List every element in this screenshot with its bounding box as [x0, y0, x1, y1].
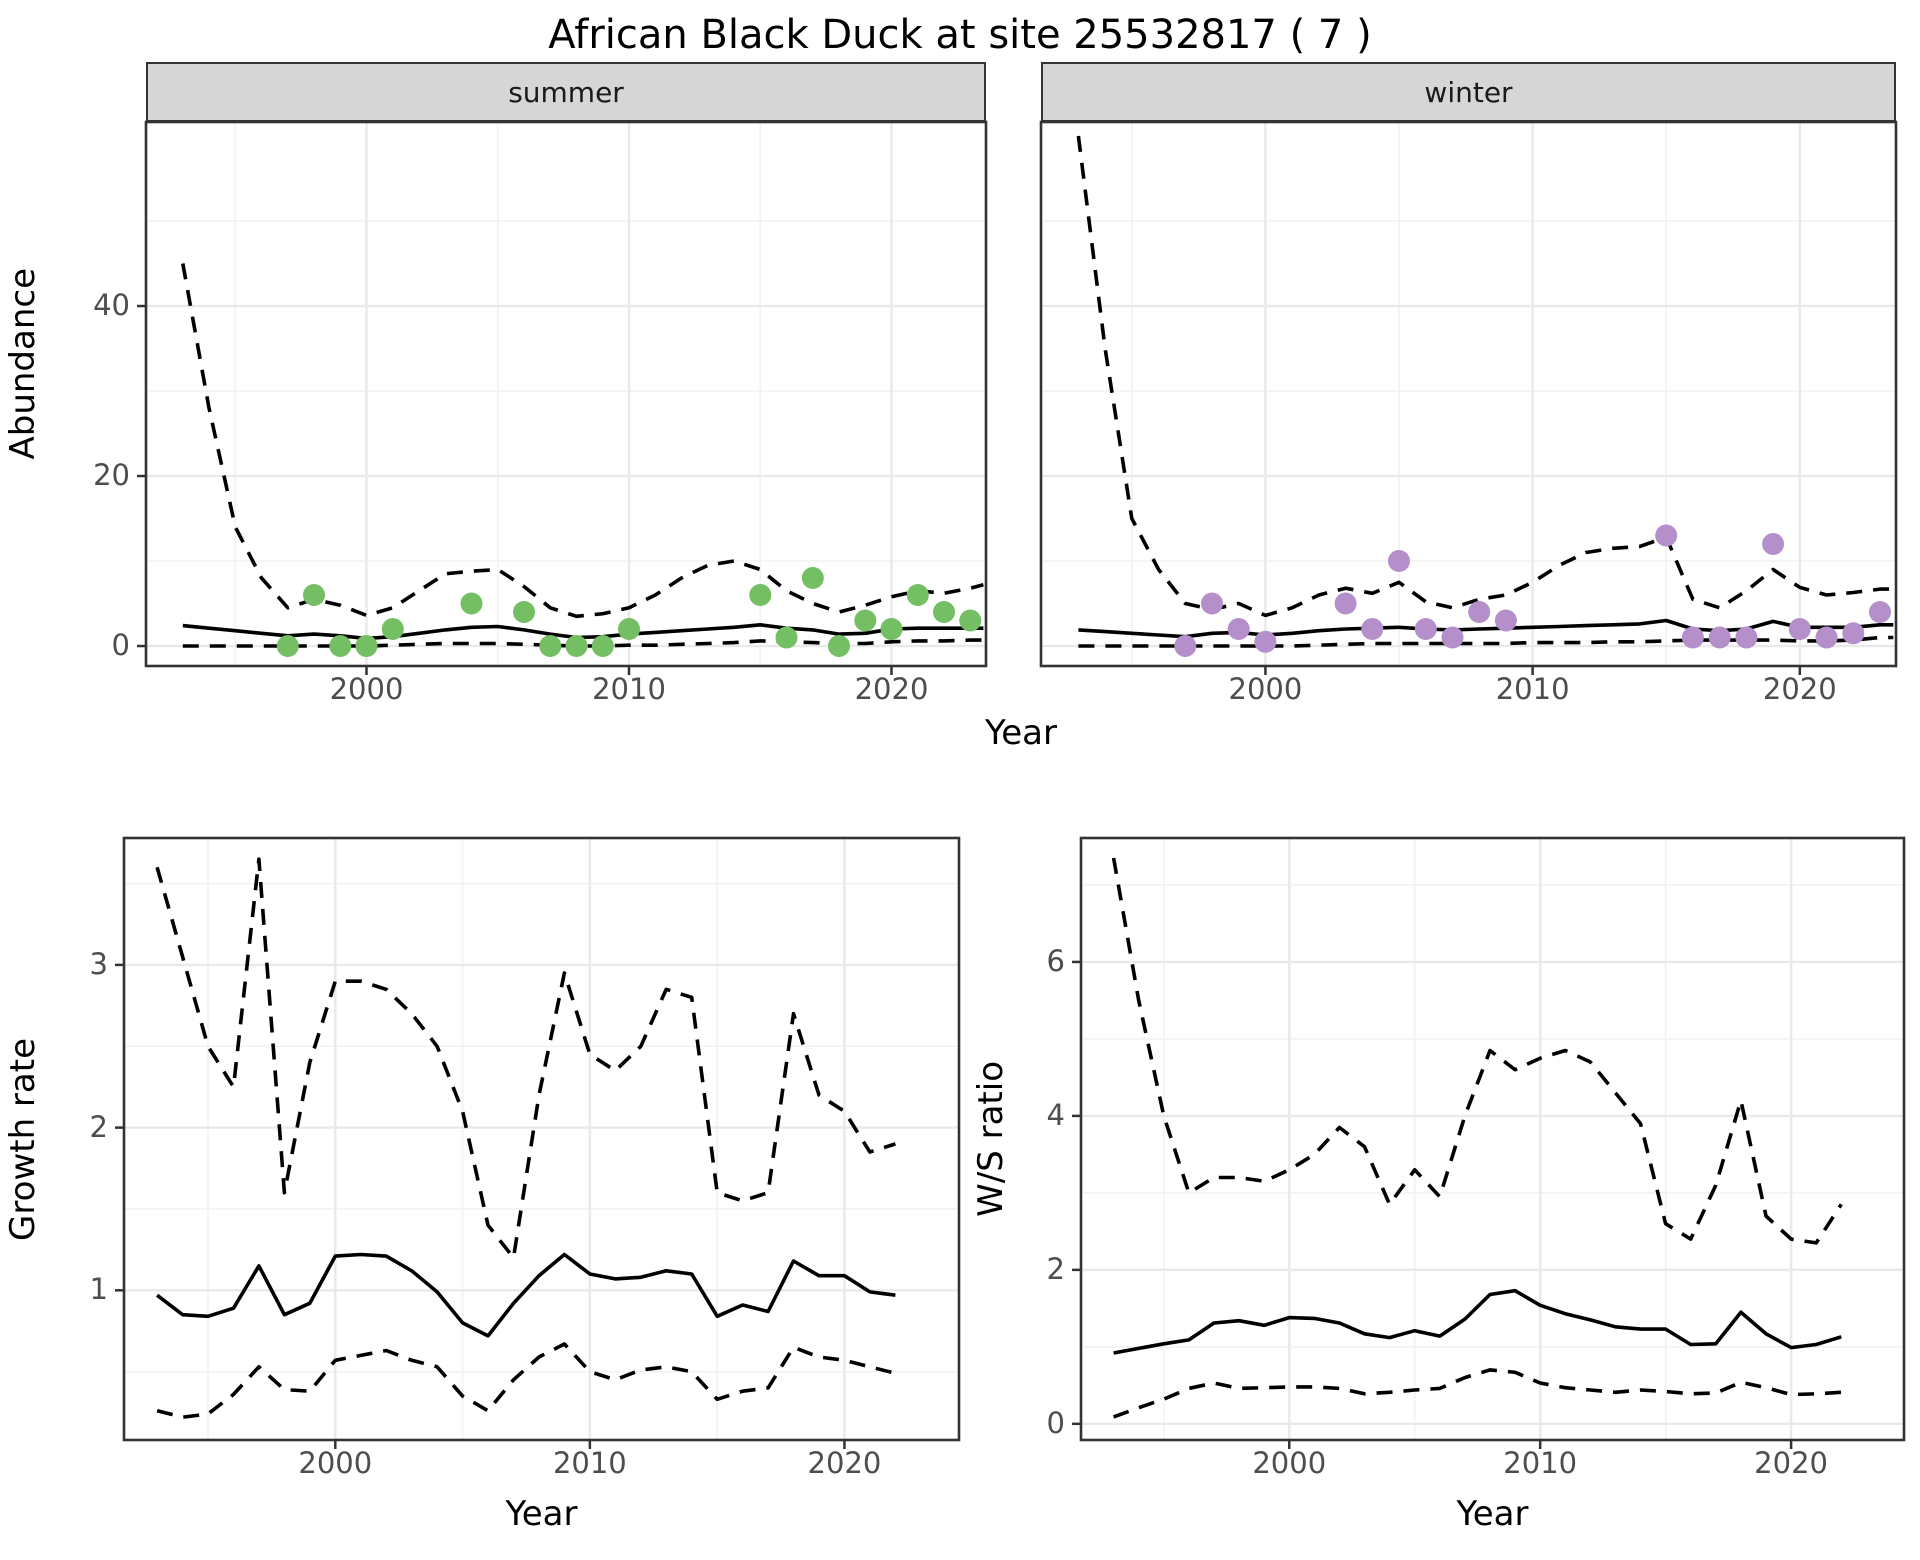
growth-rate-panel-col: 2000 2010 2020 Year [115, 836, 961, 1540]
y-tick-label: 40 [93, 288, 130, 323]
figure-title: African Black Duck at site 25532817 ( 7 … [548, 12, 1372, 58]
summer-x-tick-labels: 2000 2010 2020 [146, 666, 986, 710]
abundance-axis-title: Abundance [3, 268, 43, 460]
x-tick-label: 2020 [1754, 1446, 1828, 1480]
y-tick-label: 4 [1046, 1097, 1065, 1132]
growth-rate-axis-title: Growth rate [3, 1037, 43, 1241]
ws-ratio-plot [1072, 836, 1906, 1449]
x-tick-label: 2010 [552, 1446, 627, 1480]
winter-x-tick-labels: 2000 2010 2020 [1041, 666, 1896, 710]
y-tick-label: 2 [1046, 1251, 1065, 1286]
ws-ratio-axis-title-col: W/S ratio [965, 838, 1017, 1440]
growth-rate-x-tick-labels: 2000 2010 2020 [124, 1440, 959, 1486]
x-tick-label: 2010 [1495, 672, 1570, 706]
growth-rate-plot [115, 836, 961, 1449]
growth-rate-x-axis-title-row: Year [124, 1486, 959, 1540]
x-tick-label: 2010 [592, 672, 666, 706]
top-x-axis-title: Year [985, 713, 1057, 753]
ws-ratio-x-tick-labels: 2000 2010 2020 [1081, 1440, 1904, 1486]
ws-ratio-panel [1072, 836, 1906, 1449]
ws-ratio-panel-col: 2000 2010 2020 Year [1072, 836, 1906, 1540]
x-tick-label: 2020 [807, 1446, 882, 1480]
growth-rate-axis-title-col: Growth rate [0, 838, 46, 1440]
x-tick-label: 2020 [1762, 672, 1837, 706]
y-tick-label: 1 [89, 1272, 108, 1307]
ws-ratio-tick-labels: 0 2 4 6 [1017, 838, 1081, 1440]
ws-ratio-x-axis-title-row: Year [1081, 1486, 1904, 1540]
top-x-axis-title-row: Year [146, 710, 1896, 762]
summer-panel [137, 120, 988, 675]
growth-rate-panel [115, 836, 961, 1449]
abundance-tick-labels: 0 20 40 [46, 122, 146, 666]
growth-rate-tick-labels: 1 2 3 [46, 838, 124, 1440]
growth-rate-chart: Growth rate 1 2 3 2000 2010 2020 Year [0, 836, 961, 1540]
ws-ratio-chart: W/S ratio 0 2 4 6 2000 2010 2020 Year [965, 836, 1906, 1540]
y-tick-label: 2 [89, 1109, 108, 1144]
x-tick-label: 2020 [854, 672, 929, 706]
winter-panel [1039, 120, 1898, 675]
ws-ratio-x-axis-title: Year [1456, 1494, 1529, 1534]
facet-strip-summer-label: summer [508, 75, 624, 109]
x-tick-label: 2000 [1228, 672, 1303, 706]
y-tick-label: 0 [111, 628, 130, 663]
abundance-facet-row: Abundance 0 20 40 summer 2000 2010 2020 wint… [0, 62, 1920, 710]
facet-winter: winter 2000 2010 2020 [1039, 62, 1898, 710]
abundance-axis-title-col: Abundance [0, 62, 46, 666]
growth-rate-x-axis-title: Year [505, 1494, 578, 1534]
x-tick-label: 2010 [1503, 1446, 1578, 1480]
ws-ratio-axis-title: W/S ratio [971, 1061, 1011, 1217]
x-tick-label: 2000 [329, 672, 404, 706]
y-tick-label: 20 [93, 458, 130, 493]
winter-abundance-plot [1039, 120, 1898, 675]
facet-strip-summer: summer [146, 62, 986, 122]
facet-strip-winter: winter [1041, 62, 1896, 122]
facet-summer: summer 2000 2010 2020 [137, 62, 988, 710]
y-tick-label: 3 [89, 946, 108, 981]
y-tick-label: 6 [1046, 943, 1065, 978]
summer-abundance-plot [137, 120, 988, 675]
x-tick-label: 2000 [1252, 1446, 1327, 1480]
bottom-charts-row: Growth rate 1 2 3 2000 2010 2020 Year W/S ra… [0, 836, 1920, 1540]
facet-strip-winter-label: winter [1424, 75, 1513, 109]
x-tick-label: 2000 [298, 1446, 373, 1480]
y-tick-label: 0 [1046, 1405, 1065, 1440]
